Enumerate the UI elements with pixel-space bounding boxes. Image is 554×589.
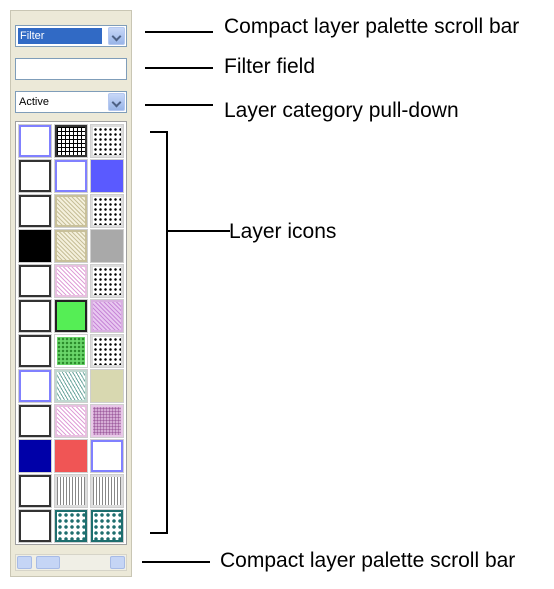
bracket-spine xyxy=(166,131,168,534)
bracket-top xyxy=(150,131,168,133)
scroll-right-icon[interactable] xyxy=(110,556,125,569)
layer-icon-outline-black-icon[interactable] xyxy=(18,299,52,333)
layer-icon-solid-red-icon[interactable] xyxy=(54,439,88,473)
layer-icon-solid-navy-icon[interactable] xyxy=(18,439,52,473)
layer-icon-outline-black-icon[interactable] xyxy=(18,509,52,543)
layer-icon-outline-black-icon[interactable] xyxy=(18,474,52,508)
palette-mode-value: Filter xyxy=(18,28,102,44)
layer-icon-check-green-icon[interactable] xyxy=(54,334,88,368)
layer-icon-dots-black-icon[interactable] xyxy=(90,334,124,368)
palette-horizontal-scrollbar[interactable] xyxy=(15,554,127,571)
layer-icon-hatch-purple-icon[interactable] xyxy=(90,299,124,333)
compact-layer-palette: Filter Active xyxy=(10,10,132,577)
layer-icon-grid-black-icon[interactable] xyxy=(54,124,88,158)
layer-icon-pattern-teal-icon[interactable] xyxy=(90,509,124,543)
layer-icon-hatch-tan-icon[interactable] xyxy=(54,229,88,263)
scrollbar-thumb[interactable] xyxy=(36,556,60,569)
chevron-down-icon[interactable] xyxy=(108,93,125,111)
bracket-bottom xyxy=(150,532,168,534)
callout-layer-icons: Layer icons xyxy=(229,220,337,243)
callout-line-layer-icons xyxy=(168,230,230,232)
layer-icon-outline-black-icon[interactable] xyxy=(18,334,52,368)
layer-category-value: Active xyxy=(19,96,49,108)
layer-icon-outline-blue-icon[interactable] xyxy=(18,124,52,158)
layer-icon-pattern-teal-icon[interactable] xyxy=(54,509,88,543)
layer-icon-solid-khaki-icon[interactable] xyxy=(90,369,124,403)
callout-filter-field: Filter field xyxy=(224,55,316,78)
filter-field[interactable] xyxy=(15,58,127,80)
callout-top-scrollbar: Compact layer palette scroll bar xyxy=(224,15,520,38)
scroll-left-icon[interactable] xyxy=(17,556,32,569)
layer-icon-dots-black-icon[interactable] xyxy=(90,194,124,228)
palette-mode-select[interactable]: Filter xyxy=(15,25,127,47)
layer-icon-hatch-pink-icon[interactable] xyxy=(54,264,88,298)
layer-icon-hatch-tan-icon[interactable] xyxy=(54,194,88,228)
layer-icon-hatch-teal-icon[interactable] xyxy=(54,369,88,403)
chevron-down-icon[interactable] xyxy=(108,27,125,45)
layer-category-select[interactable]: Active xyxy=(15,91,127,113)
layer-icon-dots-black-icon[interactable] xyxy=(90,124,124,158)
layer-icon-hatch-pink-icon[interactable] xyxy=(54,404,88,438)
layer-icon-hatch-gray-icon[interactable] xyxy=(54,474,88,508)
layer-icon-outline-black-icon[interactable] xyxy=(18,159,52,193)
layer-icon-outline-blue-icon[interactable] xyxy=(90,439,124,473)
layer-icon-solid-blue-icon[interactable] xyxy=(90,159,124,193)
layer-icon-outline-black-icon[interactable] xyxy=(18,404,52,438)
layer-icon-outline-blue-icon[interactable] xyxy=(54,159,88,193)
layer-icon-solid-black-icon[interactable] xyxy=(18,229,52,263)
callout-layer-category: Layer category pull-down xyxy=(224,99,459,122)
layer-icon-hatch-gray-icon[interactable] xyxy=(90,474,124,508)
callout-line-bottom-scrollbar xyxy=(142,561,210,563)
layer-icon-solid-gray-icon[interactable] xyxy=(90,229,124,263)
layer-icon-dots-black-icon[interactable] xyxy=(90,264,124,298)
callout-line-top-scrollbar xyxy=(145,31,213,33)
layer-icon-outline-blue-icon[interactable] xyxy=(18,369,52,403)
layer-icon-outline-black-icon[interactable] xyxy=(18,194,52,228)
callout-bottom-scrollbar: Compact layer palette scroll bar xyxy=(220,549,516,572)
callout-line-layer-category xyxy=(145,104,213,106)
layer-icon-grid xyxy=(15,121,127,545)
layer-icon-outline-black-icon[interactable] xyxy=(18,264,52,298)
callout-line-filter-field xyxy=(145,67,213,69)
layer-icon-solid-green-icon[interactable] xyxy=(54,299,88,333)
layer-icon-check-purple-icon[interactable] xyxy=(90,404,124,438)
